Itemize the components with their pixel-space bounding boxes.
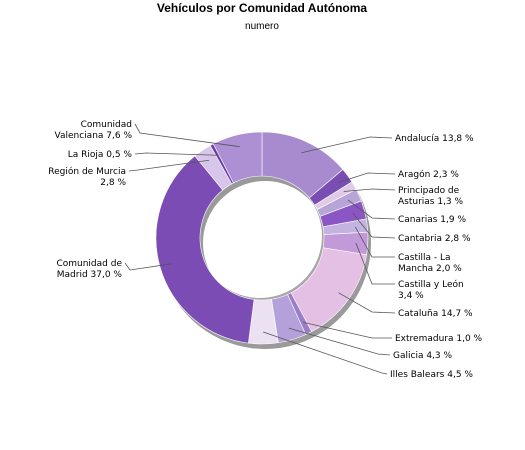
- slice-label: Canarias 1,9 %: [398, 215, 466, 225]
- leader-line: [134, 123, 240, 148]
- chart-title: Vehículos por Comunidad Autónoma: [157, 1, 368, 15]
- leader-line: [338, 292, 396, 314]
- leader-line: [343, 188, 396, 192]
- slice-label: Extremadura 1,0 %: [395, 334, 483, 344]
- leader-lines: [124, 123, 396, 375]
- leader-line: [263, 331, 388, 375]
- donut-slice[interactable]: [155, 155, 255, 344]
- leader-line: [303, 322, 392, 339]
- slice-label: Comunidad de Madrid 37,0 %: [56, 259, 122, 280]
- leader-line: [301, 136, 393, 154]
- leader-line: [288, 327, 391, 356]
- slice-label: Comunidad Valenciana 7,6 %: [55, 120, 133, 141]
- slice-label: Cantabria 2,8 %: [398, 234, 471, 244]
- leader-line: [355, 242, 395, 285]
- leader-line: [134, 152, 218, 156]
- slice-label: Cataluña 14,7 %: [398, 309, 473, 319]
- slice-label: Aragón 2,3 %: [398, 169, 459, 180]
- slice-label: Castilla y León 3,4 %: [398, 279, 464, 301]
- chart-subtitle: numero: [245, 21, 279, 32]
- slice-label: Illes Balears 4,5 %: [390, 370, 473, 380]
- slice-label: Galicia 4,3 %: [393, 351, 452, 361]
- leader-line: [352, 212, 396, 239]
- leader-line: [337, 172, 396, 183]
- leader-line: [124, 262, 172, 271]
- leader-line: [354, 226, 395, 258]
- slice-label: Andalucía 13,8 %: [395, 134, 474, 144]
- slice-label: Región de Murcia 2,8 %: [48, 166, 126, 188]
- slice-labels: Andalucía 13,8 % Aragón 2,3 % Principado d…: [48, 120, 482, 380]
- leader-line: [347, 199, 396, 220]
- leader-line: [128, 159, 210, 172]
- slice-label: La Rioja 0,5 %: [68, 150, 133, 160]
- donut-slices: [155, 131, 369, 345]
- slice-label: Principado de Asturias 1,3 %: [398, 186, 464, 207]
- slice-label: Castilla - La Mancha 2,0 %: [398, 253, 462, 274]
